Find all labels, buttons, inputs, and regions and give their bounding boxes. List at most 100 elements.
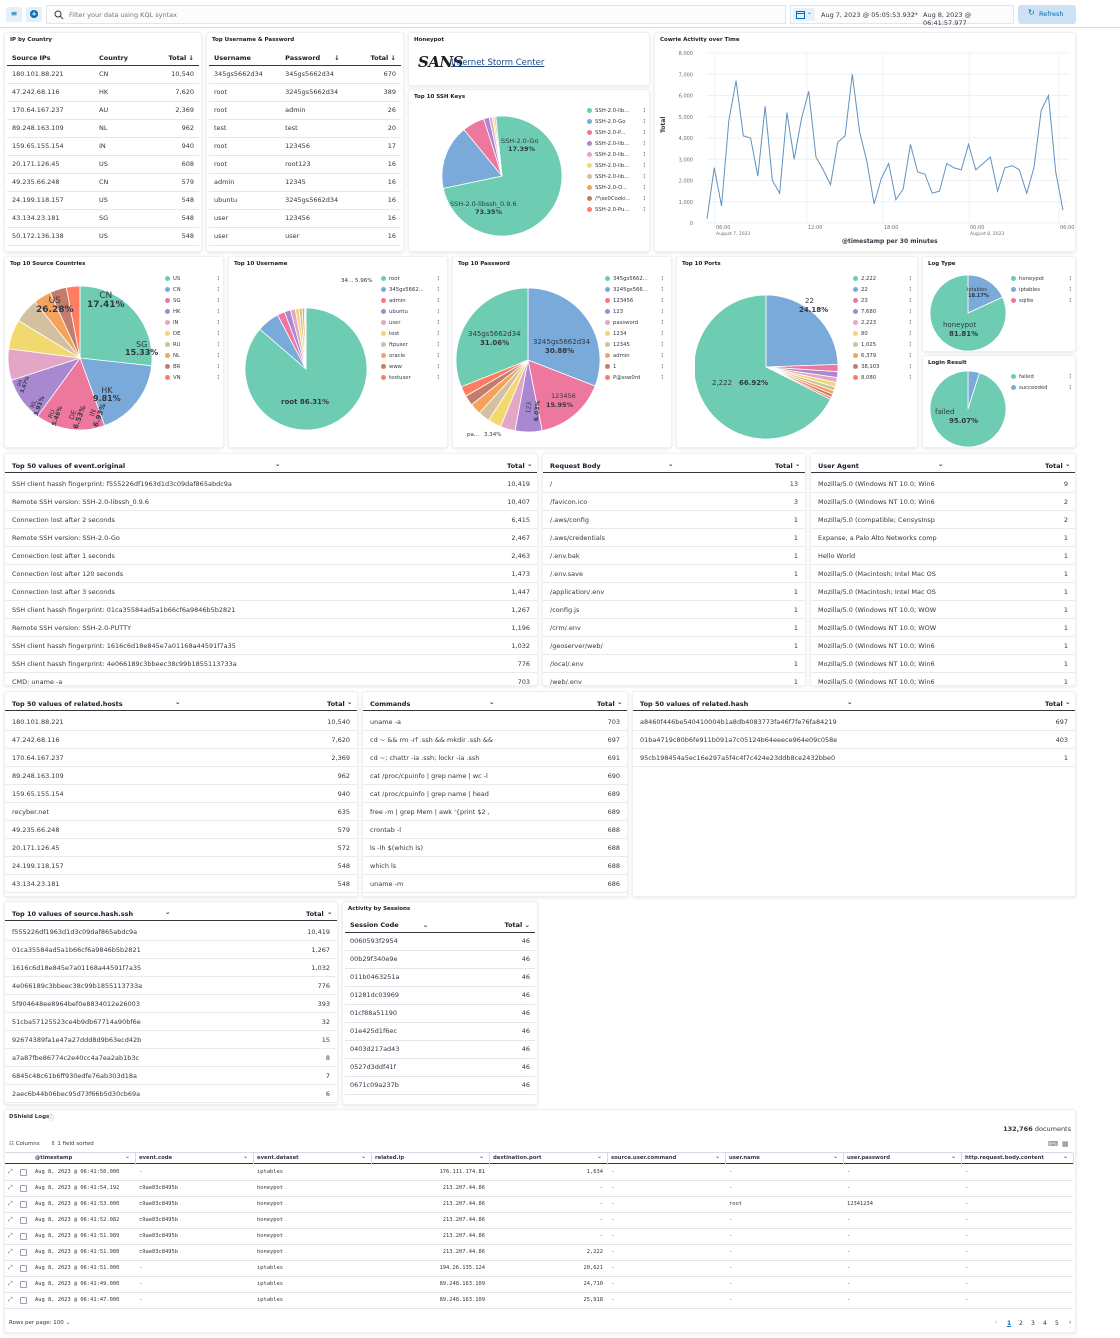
grid-cell[interactable]: - <box>139 1281 143 1287</box>
grid-column-header[interactable]: @timestamp <box>35 1155 73 1161</box>
grid-cell[interactable]: - <box>139 1169 143 1175</box>
total-cell[interactable]: 46 <box>480 1058 535 1077</box>
total-cell[interactable]: 46 <box>480 950 535 969</box>
row-checkbox[interactable] <box>20 1297 27 1304</box>
list-item-value[interactable]: /.env.bak <box>550 552 580 560</box>
list-item-value[interactable]: Hello World <box>818 552 856 560</box>
legend-item[interactable]: honeypot ⋮ <box>1011 276 1073 287</box>
legend-item[interactable]: 3245gs566... ⋮ <box>605 287 665 298</box>
list-item-value[interactable]: cd ~ && rm -rf .ssh && mkdir .ssh && <box>370 736 493 744</box>
col-total[interactable]: Total <box>306 910 324 918</box>
search-input[interactable] <box>69 8 769 21</box>
sort-arrow-icon[interactable]: ↓ <box>334 53 340 62</box>
grid-cell[interactable]: - <box>965 1217 969 1223</box>
legend-item[interactable]: SSH-2.0-lib... ⋮ <box>587 163 647 174</box>
legend-item[interactable]: user ⋮ <box>381 320 441 331</box>
column-divider[interactable] <box>725 1153 726 1165</box>
chevron-down-icon[interactable]: ⌄ <box>479 1153 485 1160</box>
grid-cell[interactable]: honeypot <box>257 1201 283 1207</box>
list-item-value[interactable]: /crm/.env <box>550 624 581 632</box>
legend-options-icon[interactable]: ⋮ <box>435 342 441 348</box>
legend-options-icon[interactable]: ⋮ <box>659 309 665 315</box>
pie-slice[interactable] <box>79 357 153 427</box>
total-cell[interactable]: 17 <box>358 137 401 156</box>
chevron-down-icon[interactable]: ⌄ <box>175 698 181 706</box>
refresh-button[interactable]: ↻ Refresh <box>1018 5 1076 24</box>
session-code-cell[interactable]: 01281dc03969 <box>345 986 481 1005</box>
chevron-down-icon[interactable]: ⌄ <box>347 698 353 706</box>
legend-options-icon[interactable]: ⋮ <box>641 174 647 180</box>
total-cell[interactable]: 16 <box>358 191 401 210</box>
table-row[interactable]: 01cf88a51190 46 <box>345 1004 535 1023</box>
list-item[interactable]: which ls 688 <box>363 857 627 875</box>
pie-slice[interactable] <box>442 115 563 237</box>
grid-column-header[interactable]: event.dataset <box>257 1155 299 1161</box>
list-item[interactable]: CMD: uname -a 703 <box>5 673 537 685</box>
grid-cell[interactable]: - <box>847 1233 851 1239</box>
list-item-value[interactable]: /.env.save <box>550 570 583 578</box>
list-item[interactable]: cat /proc/cpuinfo | grep name | wc -l 690 <box>363 767 627 785</box>
legend-options-icon[interactable]: ⋮ <box>641 119 647 125</box>
grid-cell[interactable]: root <box>729 1201 742 1207</box>
legend-options-icon[interactable]: ⋮ <box>435 276 441 282</box>
list-item-value[interactable]: free -m | grep Mem | awk '{print $2 , <box>370 808 490 816</box>
legend-item[interactable]: SSH-2.0-Go ⋮ <box>587 119 647 130</box>
total-cell[interactable]: 46 <box>480 1004 535 1023</box>
session-code-cell[interactable]: 0527d3ddf41f <box>345 1058 481 1077</box>
grid-cell[interactable]: Aug 8, 2023 @ 06:41:49.000 <box>35 1281 120 1287</box>
list-item[interactable]: f555226df1963d1d3c09daf865abdc9a 10,419 <box>5 923 337 941</box>
legend-item[interactable]: SSH-2.0-lib... ⋮ <box>587 152 647 163</box>
column-divider[interactable] <box>1073 1153 1074 1165</box>
table-row[interactable]: ubuntu 3245gs5662d34 16 <box>209 191 401 210</box>
session-code-cell[interactable]: 0060593f2954 <box>345 932 481 951</box>
grid-column-header[interactable]: user.name <box>729 1155 760 1161</box>
username-cell[interactable]: user <box>209 209 281 228</box>
list-item[interactable]: ls -lh $(which ls) 688 <box>363 839 627 857</box>
list-item-value[interactable]: a7a87fbe86774c2e40cc4a7ea2ab1b3c <box>12 1054 140 1062</box>
expand-row-icon[interactable]: ⤢ <box>8 1184 13 1191</box>
grid-cell[interactable]: - <box>611 1233 615 1239</box>
table-row[interactable]: 180.101.88.221 CN 10,540 <box>7 65 199 84</box>
list-item-value[interactable]: /local/.env <box>550 660 584 668</box>
grid-cell[interactable]: c9ae83c8495b <box>139 1217 178 1223</box>
pie-slice[interactable] <box>79 285 153 367</box>
grid-cell[interactable]: - <box>599 1217 603 1223</box>
table-row[interactable]: 20.171.126.45 US 608 <box>7 155 199 174</box>
legend-item[interactable]: www ⋮ <box>381 364 441 375</box>
country-cell[interactable]: HK <box>93 83 149 102</box>
list-item[interactable]: /.aws/config 1 <box>543 511 805 529</box>
list-item[interactable]: 2aec6b44b06bec95d73f66b5d30cb69a 6 <box>5 1085 337 1103</box>
legend-item[interactable]: US ⋮ <box>165 276 221 287</box>
list-item[interactable]: cd ~; chattr -ia .ssh; lockr -ia .ssh 691 <box>363 749 627 767</box>
col-password[interactable]: Password ↓ <box>280 51 359 66</box>
list-item-value[interactable]: crontab -l <box>370 826 402 834</box>
table-row[interactable]: admin 12345 16 <box>209 173 401 192</box>
table-row[interactable]: 159.65.155.154 IN 940 <box>7 137 199 156</box>
total-cell[interactable]: 389 <box>358 83 401 102</box>
chevron-down-icon[interactable]: ⌄ <box>165 908 171 916</box>
legend-item[interactable]: 345gs5662... ⋮ <box>605 276 665 287</box>
list-item-value[interactable]: 4e066189c3bbeec38c99b1855113733a <box>12 982 143 990</box>
list-item-value[interactable]: /application/.env <box>550 588 605 596</box>
list-item[interactable]: Mozilla/5.0 (Windows NT 10.0; WOW 1 <box>811 601 1075 619</box>
grid-cell[interactable]: - <box>965 1233 969 1239</box>
expand-row-icon[interactable]: ⤢ <box>8 1216 13 1223</box>
list-item[interactable]: / 13 <box>543 475 805 493</box>
legend-options-icon[interactable]: ⋮ <box>215 331 221 337</box>
legend-item[interactable]: RU ⋮ <box>165 342 221 353</box>
username-cell[interactable]: 345gs5662d34 <box>209 65 281 84</box>
col-total[interactable]: Total <box>1045 462 1063 470</box>
grid-cell[interactable]: - <box>611 1249 615 1255</box>
total-cell[interactable]: 16 <box>358 155 401 174</box>
grid-column-header[interactable]: http.request.body.content <box>965 1155 1044 1161</box>
username-cell[interactable]: admin <box>209 173 281 192</box>
session-code-cell[interactable]: 0671c09a237b <box>345 1076 481 1095</box>
chevron-down-icon[interactable]: ⌄ <box>715 1153 721 1160</box>
row-checkbox[interactable] <box>20 1185 27 1192</box>
grid-cell[interactable]: - <box>847 1169 851 1175</box>
grid-column-header[interactable]: related.ip <box>375 1155 405 1161</box>
activity-line[interactable] <box>706 74 1064 219</box>
list-item[interactable]: Mozilla/5.0 (Windows NT 10.0; Win6 1 <box>811 655 1075 673</box>
legend-options-icon[interactable]: ⋮ <box>659 287 665 293</box>
chevron-down-icon[interactable]: ⌄ <box>275 460 281 468</box>
